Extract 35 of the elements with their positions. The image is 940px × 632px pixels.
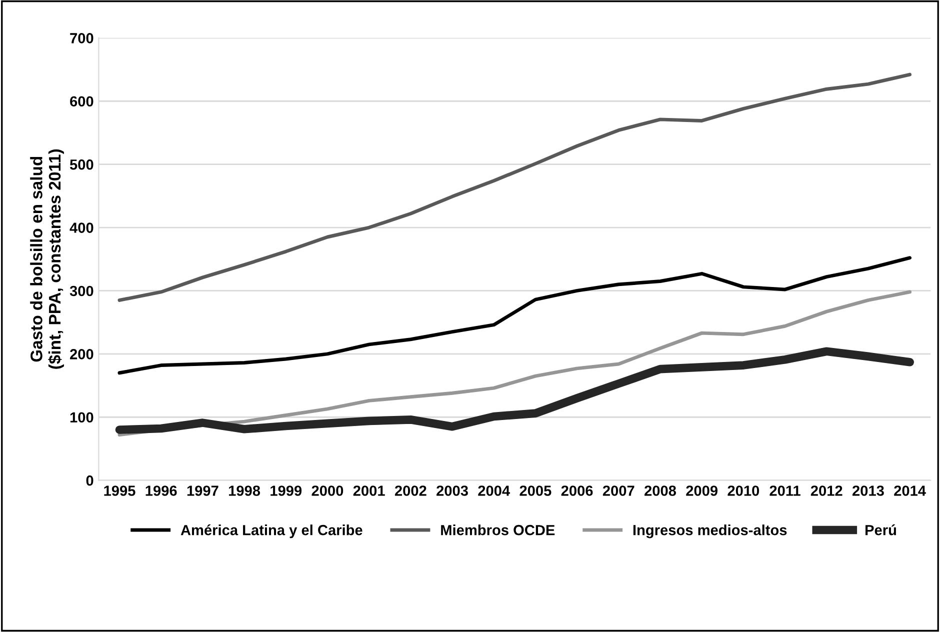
- x-tick-label: 2002: [394, 486, 426, 496]
- x-tick-label: 2003: [436, 486, 468, 496]
- x-tick-label: 1995: [104, 486, 136, 496]
- y-tick-label: 100: [70, 412, 94, 423]
- x-tick-label: 1997: [187, 486, 218, 496]
- x-tick-label: 2012: [810, 486, 842, 496]
- x-tick-label: 2001: [353, 486, 385, 496]
- y-tick-label: 0: [86, 475, 94, 486]
- x-tick-label: 2000: [312, 486, 344, 496]
- y-tick-label: 300: [70, 286, 94, 296]
- x-tick-label: 2013: [852, 486, 884, 496]
- x-tick-label: 1998: [228, 486, 260, 496]
- x-tick-label: 2006: [561, 486, 593, 496]
- x-tick-label: 2011: [770, 486, 800, 496]
- y-tick-label: 700: [70, 33, 94, 44]
- x-tick-label: 1996: [146, 486, 177, 496]
- legend-label: Ingresos medios-altos: [633, 524, 787, 538]
- x-tick-label: 2008: [644, 486, 676, 496]
- x-tick-label: 2010: [728, 486, 760, 496]
- legend-label: Perú: [866, 524, 896, 536]
- y-tick-label: 500: [70, 159, 94, 170]
- y-tick-label: 600: [70, 96, 94, 107]
- y-tick-label: 400: [70, 222, 94, 233]
- line-series: [118, 256, 912, 375]
- y-axis-title: Gasto de bolsillo en salud ($int, PPA, constantes 2011): [30, 149, 64, 369]
- legend-label: América Latina y el Caribe: [180, 524, 362, 538]
- x-tick-label: 2004: [478, 486, 510, 496]
- x-tick-label: 2005: [520, 486, 552, 496]
- x-tick-label: 2007: [602, 486, 634, 496]
- legend-label: Miembros OCDE: [441, 524, 555, 536]
- line-series: [118, 72, 912, 302]
- x-tick-label: 2014: [894, 486, 926, 496]
- x-tick-label: 1999: [270, 486, 302, 496]
- y-tick-label: 200: [70, 349, 94, 360]
- x-tick-label: 2009: [686, 486, 718, 496]
